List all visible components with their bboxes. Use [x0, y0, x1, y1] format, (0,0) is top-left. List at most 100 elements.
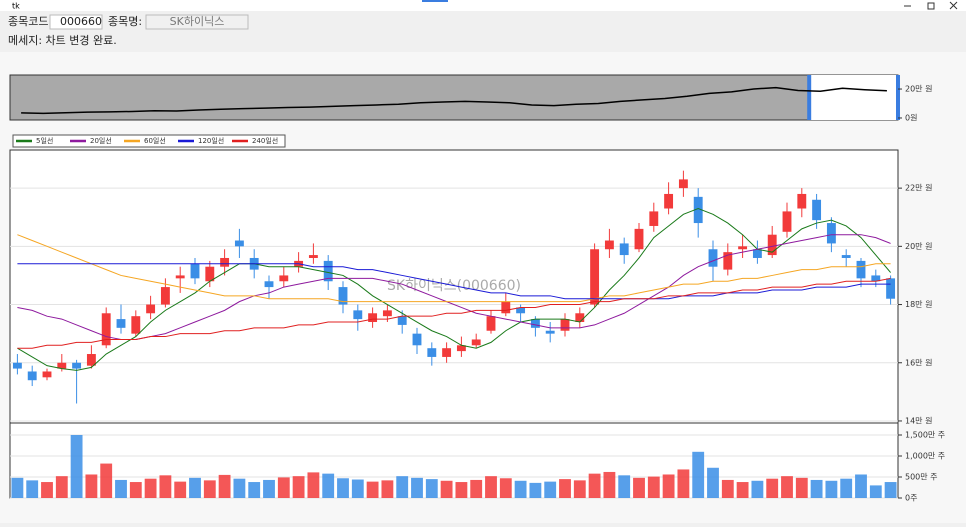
code-input[interactable]	[49, 14, 103, 30]
candle-body	[693, 196, 703, 224]
candle-body	[175, 275, 185, 279]
price-panel	[9, 149, 899, 424]
candle-body	[486, 316, 496, 331]
volume-bar	[55, 476, 68, 498]
volume-bar	[129, 482, 142, 498]
y-tick-label: 18만 원	[905, 300, 932, 309]
y-tick-label: 22만 원	[905, 184, 932, 193]
candle-body	[767, 234, 777, 256]
overview-line	[21, 86, 887, 115]
moving-average	[17, 263, 891, 300]
candle-body	[27, 371, 37, 381]
volume-bar	[840, 478, 853, 498]
volume-bar	[514, 480, 527, 498]
volume-bar	[499, 478, 512, 498]
candle-body	[604, 240, 614, 250]
volume-bar	[751, 480, 764, 498]
candle-body	[323, 260, 333, 282]
volume-bar	[485, 476, 497, 498]
candle-body	[530, 319, 540, 328]
volume-bar	[766, 478, 779, 498]
volume-bar	[70, 435, 83, 498]
candle-body	[634, 228, 644, 250]
volume-bar	[425, 479, 438, 498]
candle-body	[72, 362, 82, 369]
volume-bar	[85, 474, 98, 498]
candle-body	[57, 362, 67, 369]
candle-body	[308, 255, 318, 258]
volume-bar	[203, 480, 216, 498]
volume-bar	[218, 474, 231, 498]
overview-panel	[9, 74, 899, 121]
candle-body	[220, 257, 230, 267]
y-tick-label: 20만 원	[905, 85, 932, 94]
candle-body	[738, 246, 748, 250]
candle-body	[264, 281, 274, 288]
candle-body	[131, 316, 141, 334]
legend-label: 240일선	[252, 136, 278, 145]
volume-bar	[411, 477, 423, 498]
candle-body	[782, 211, 792, 232]
taskbar-mark	[422, 0, 448, 2]
volume-bar	[855, 474, 867, 498]
volume-bar	[41, 482, 53, 498]
candle-body	[841, 255, 851, 258]
candle-body	[382, 310, 392, 317]
volume-bar	[633, 477, 645, 498]
volume-bar	[174, 481, 187, 498]
volume-bar	[263, 479, 275, 498]
volume-bar	[396, 476, 409, 498]
candle-body	[590, 249, 600, 305]
volume-bar	[544, 481, 557, 498]
volume-bar	[470, 479, 483, 498]
candle-body	[797, 193, 807, 209]
volume-bar	[159, 475, 172, 498]
legend-label: 60일선	[144, 136, 166, 145]
candle-body	[368, 313, 378, 323]
window-title: tk	[12, 2, 20, 11]
candle-body	[116, 319, 126, 328]
close-button[interactable]	[949, 1, 958, 10]
candle-body	[545, 330, 555, 334]
candle-body	[205, 266, 215, 282]
candle-body	[234, 240, 244, 247]
candle-body	[826, 223, 836, 244]
volume-bar	[292, 476, 305, 498]
moving-average	[17, 234, 891, 303]
candle-body	[190, 263, 200, 279]
volume-bar	[781, 476, 793, 498]
volume-bar	[884, 482, 897, 498]
candle-body	[338, 287, 348, 305]
volume-bar	[677, 469, 690, 498]
candle-body	[575, 313, 585, 323]
maximize-button[interactable]	[927, 2, 935, 10]
legend-label: 120일선	[198, 136, 224, 145]
code-value: 000660	[60, 15, 102, 28]
volume-panel	[9, 422, 899, 499]
volume-bar	[810, 479, 823, 498]
candle-body	[560, 319, 570, 331]
volume-bar	[248, 482, 261, 498]
volume-bar	[692, 451, 705, 498]
candle-body	[412, 333, 422, 346]
candle-body	[101, 313, 111, 346]
selection-window[interactable]	[809, 75, 898, 120]
volume-bar	[795, 477, 808, 498]
volume-bar	[144, 478, 157, 498]
volume-bar	[277, 477, 290, 498]
candle-body	[86, 354, 96, 366]
y-tick-label: 16만 원	[905, 358, 932, 367]
moving-average	[17, 207, 891, 371]
volume-bar	[559, 479, 571, 498]
legend-label: 20일선	[90, 136, 112, 145]
y-tick-label: 20만 원	[905, 242, 932, 251]
title-bar	[0, 0, 966, 11]
candle-body	[146, 304, 156, 314]
candle-body	[456, 345, 466, 352]
candle-body	[886, 278, 896, 299]
volume-bar	[588, 473, 601, 498]
candle-body	[397, 316, 407, 325]
candle-body	[442, 348, 452, 357]
candle-body	[353, 310, 363, 320]
